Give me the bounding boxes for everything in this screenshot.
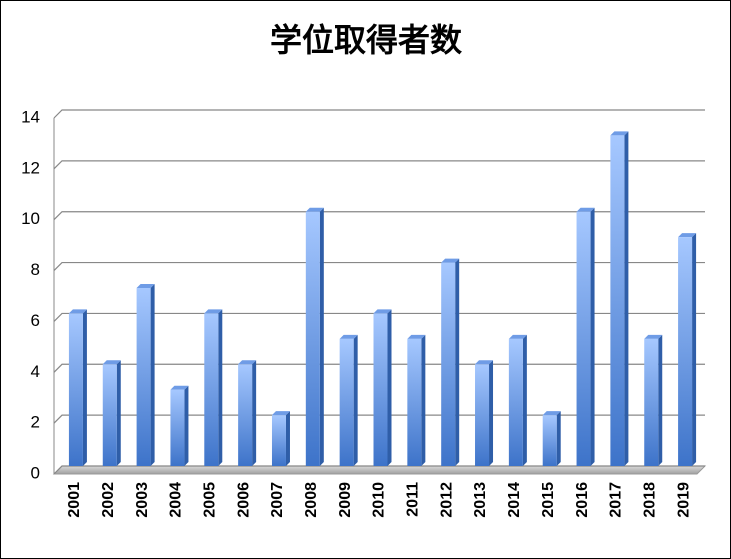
bar-top (678, 233, 697, 238)
bar-top (610, 131, 629, 136)
bar (339, 338, 354, 466)
bar (508, 338, 523, 466)
bar (271, 415, 286, 466)
x-tick-label: 2003 (134, 482, 151, 518)
grid-line (53, 261, 705, 271)
x-tick-label: 2013 (472, 482, 489, 518)
y-tick-label: 12 (21, 158, 40, 177)
grid-line (53, 312, 705, 322)
bar-side (387, 309, 392, 466)
x-tick-label: 2006 (235, 482, 252, 518)
x-tick-label: 2005 (202, 482, 219, 518)
bar (373, 313, 388, 466)
x-tick-label: 2004 (168, 482, 185, 518)
bar (678, 237, 693, 466)
bar-top (305, 207, 324, 212)
bar-side (252, 360, 257, 466)
bar-top (102, 360, 121, 365)
bar-side (218, 309, 223, 466)
x-tick-label: 2008 (303, 482, 320, 518)
bar (238, 364, 253, 466)
bar-top (68, 309, 87, 314)
bar-side (421, 334, 426, 466)
x-tick-label: 2018 (641, 482, 658, 518)
bar-side (285, 411, 290, 466)
bar-top (373, 309, 392, 314)
chart-title: 学位取得者数 (270, 21, 463, 59)
bar-top (339, 334, 358, 339)
bar (576, 211, 591, 466)
bar-top (441, 258, 460, 263)
x-tick-label: 2016 (574, 482, 591, 518)
bar-side (353, 334, 358, 466)
grid-line (53, 465, 705, 475)
y-tick-label: 10 (21, 209, 40, 228)
bar-side (455, 258, 460, 466)
bar-top (475, 360, 494, 365)
bar-top (508, 334, 527, 339)
x-tick-label: 2017 (608, 482, 625, 518)
bar-side (116, 360, 121, 466)
bar-side (590, 207, 595, 466)
x-tick-label: 2015 (540, 482, 557, 518)
bar-side (489, 360, 494, 466)
grid-line (53, 211, 705, 221)
y-tick-label: 0 (31, 463, 40, 482)
bar-side (658, 334, 663, 466)
bar-top (136, 284, 155, 288)
bar-top (542, 411, 561, 416)
bar-side (82, 309, 87, 466)
y-tick-label: 2 (31, 413, 40, 432)
bar (170, 389, 185, 466)
bar (204, 313, 219, 466)
bar-top (238, 360, 257, 365)
bar (441, 262, 456, 466)
bar (136, 288, 151, 466)
bar-top (170, 385, 189, 390)
bar (68, 313, 83, 466)
grid-line (53, 109, 705, 119)
y-tick-label: 4 (31, 362, 40, 381)
floor (52, 465, 707, 475)
x-tick-label: 2010 (371, 482, 388, 518)
bar (475, 364, 490, 466)
bar-top (644, 334, 663, 339)
bar-top (407, 334, 426, 339)
bar-side (624, 131, 629, 466)
x-tick-label: 2007 (269, 482, 286, 518)
x-tick-label: 2009 (337, 482, 354, 518)
bar (542, 415, 557, 466)
y-tick-label: 14 (21, 107, 40, 126)
grid-line (53, 160, 705, 170)
y-tick-label: 8 (31, 260, 40, 279)
x-tick-label: 2011 (405, 482, 422, 517)
bar (610, 135, 625, 466)
bar-side (184, 385, 189, 466)
bar-top (271, 411, 290, 416)
y-tick-label: 6 (31, 311, 40, 330)
bar (305, 211, 320, 466)
bar (407, 338, 422, 466)
x-tick-label: 2002 (100, 482, 117, 518)
x-tick-label: 2014 (506, 482, 523, 518)
bar (644, 338, 659, 466)
bar-side (522, 334, 527, 466)
x-tick-label: 2001 (66, 482, 83, 518)
bar (102, 364, 117, 466)
bar-side (319, 207, 324, 466)
x-tick-label: 2012 (438, 482, 455, 518)
bar-top (576, 207, 595, 212)
bar-side (692, 233, 697, 466)
bar-side (150, 284, 155, 466)
bar-top (204, 309, 223, 314)
bar-side (556, 411, 561, 466)
x-tick-label: 2019 (675, 482, 692, 518)
